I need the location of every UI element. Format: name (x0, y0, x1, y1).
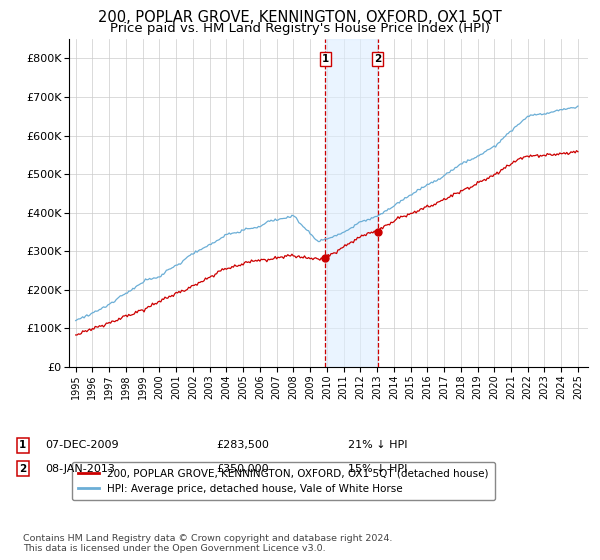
Text: Price paid vs. HM Land Registry's House Price Index (HPI): Price paid vs. HM Land Registry's House … (110, 22, 490, 35)
Legend: 200, POPLAR GROVE, KENNINGTON, OXFORD, OX1 5QT (detached house), HPI: Average pr: 200, POPLAR GROVE, KENNINGTON, OXFORD, O… (71, 462, 495, 500)
Text: 2: 2 (374, 54, 382, 64)
Text: 1: 1 (19, 440, 26, 450)
Text: 21% ↓ HPI: 21% ↓ HPI (348, 440, 407, 450)
Bar (325, 39, 378, 367)
Text: 08-JAN-2013: 08-JAN-2013 (45, 464, 115, 474)
Text: Contains HM Land Registry data © Crown copyright and database right 2024.
This d: Contains HM Land Registry data © Crown c… (23, 534, 392, 553)
Text: 2: 2 (19, 464, 26, 474)
Text: £283,500: £283,500 (216, 440, 269, 450)
Text: 1: 1 (322, 54, 329, 64)
Text: 15% ↓ HPI: 15% ↓ HPI (348, 464, 407, 474)
Text: 200, POPLAR GROVE, KENNINGTON, OXFORD, OX1 5QT: 200, POPLAR GROVE, KENNINGTON, OXFORD, O… (98, 10, 502, 25)
Text: £350,000: £350,000 (216, 464, 269, 474)
Text: 07-DEC-2009: 07-DEC-2009 (45, 440, 119, 450)
